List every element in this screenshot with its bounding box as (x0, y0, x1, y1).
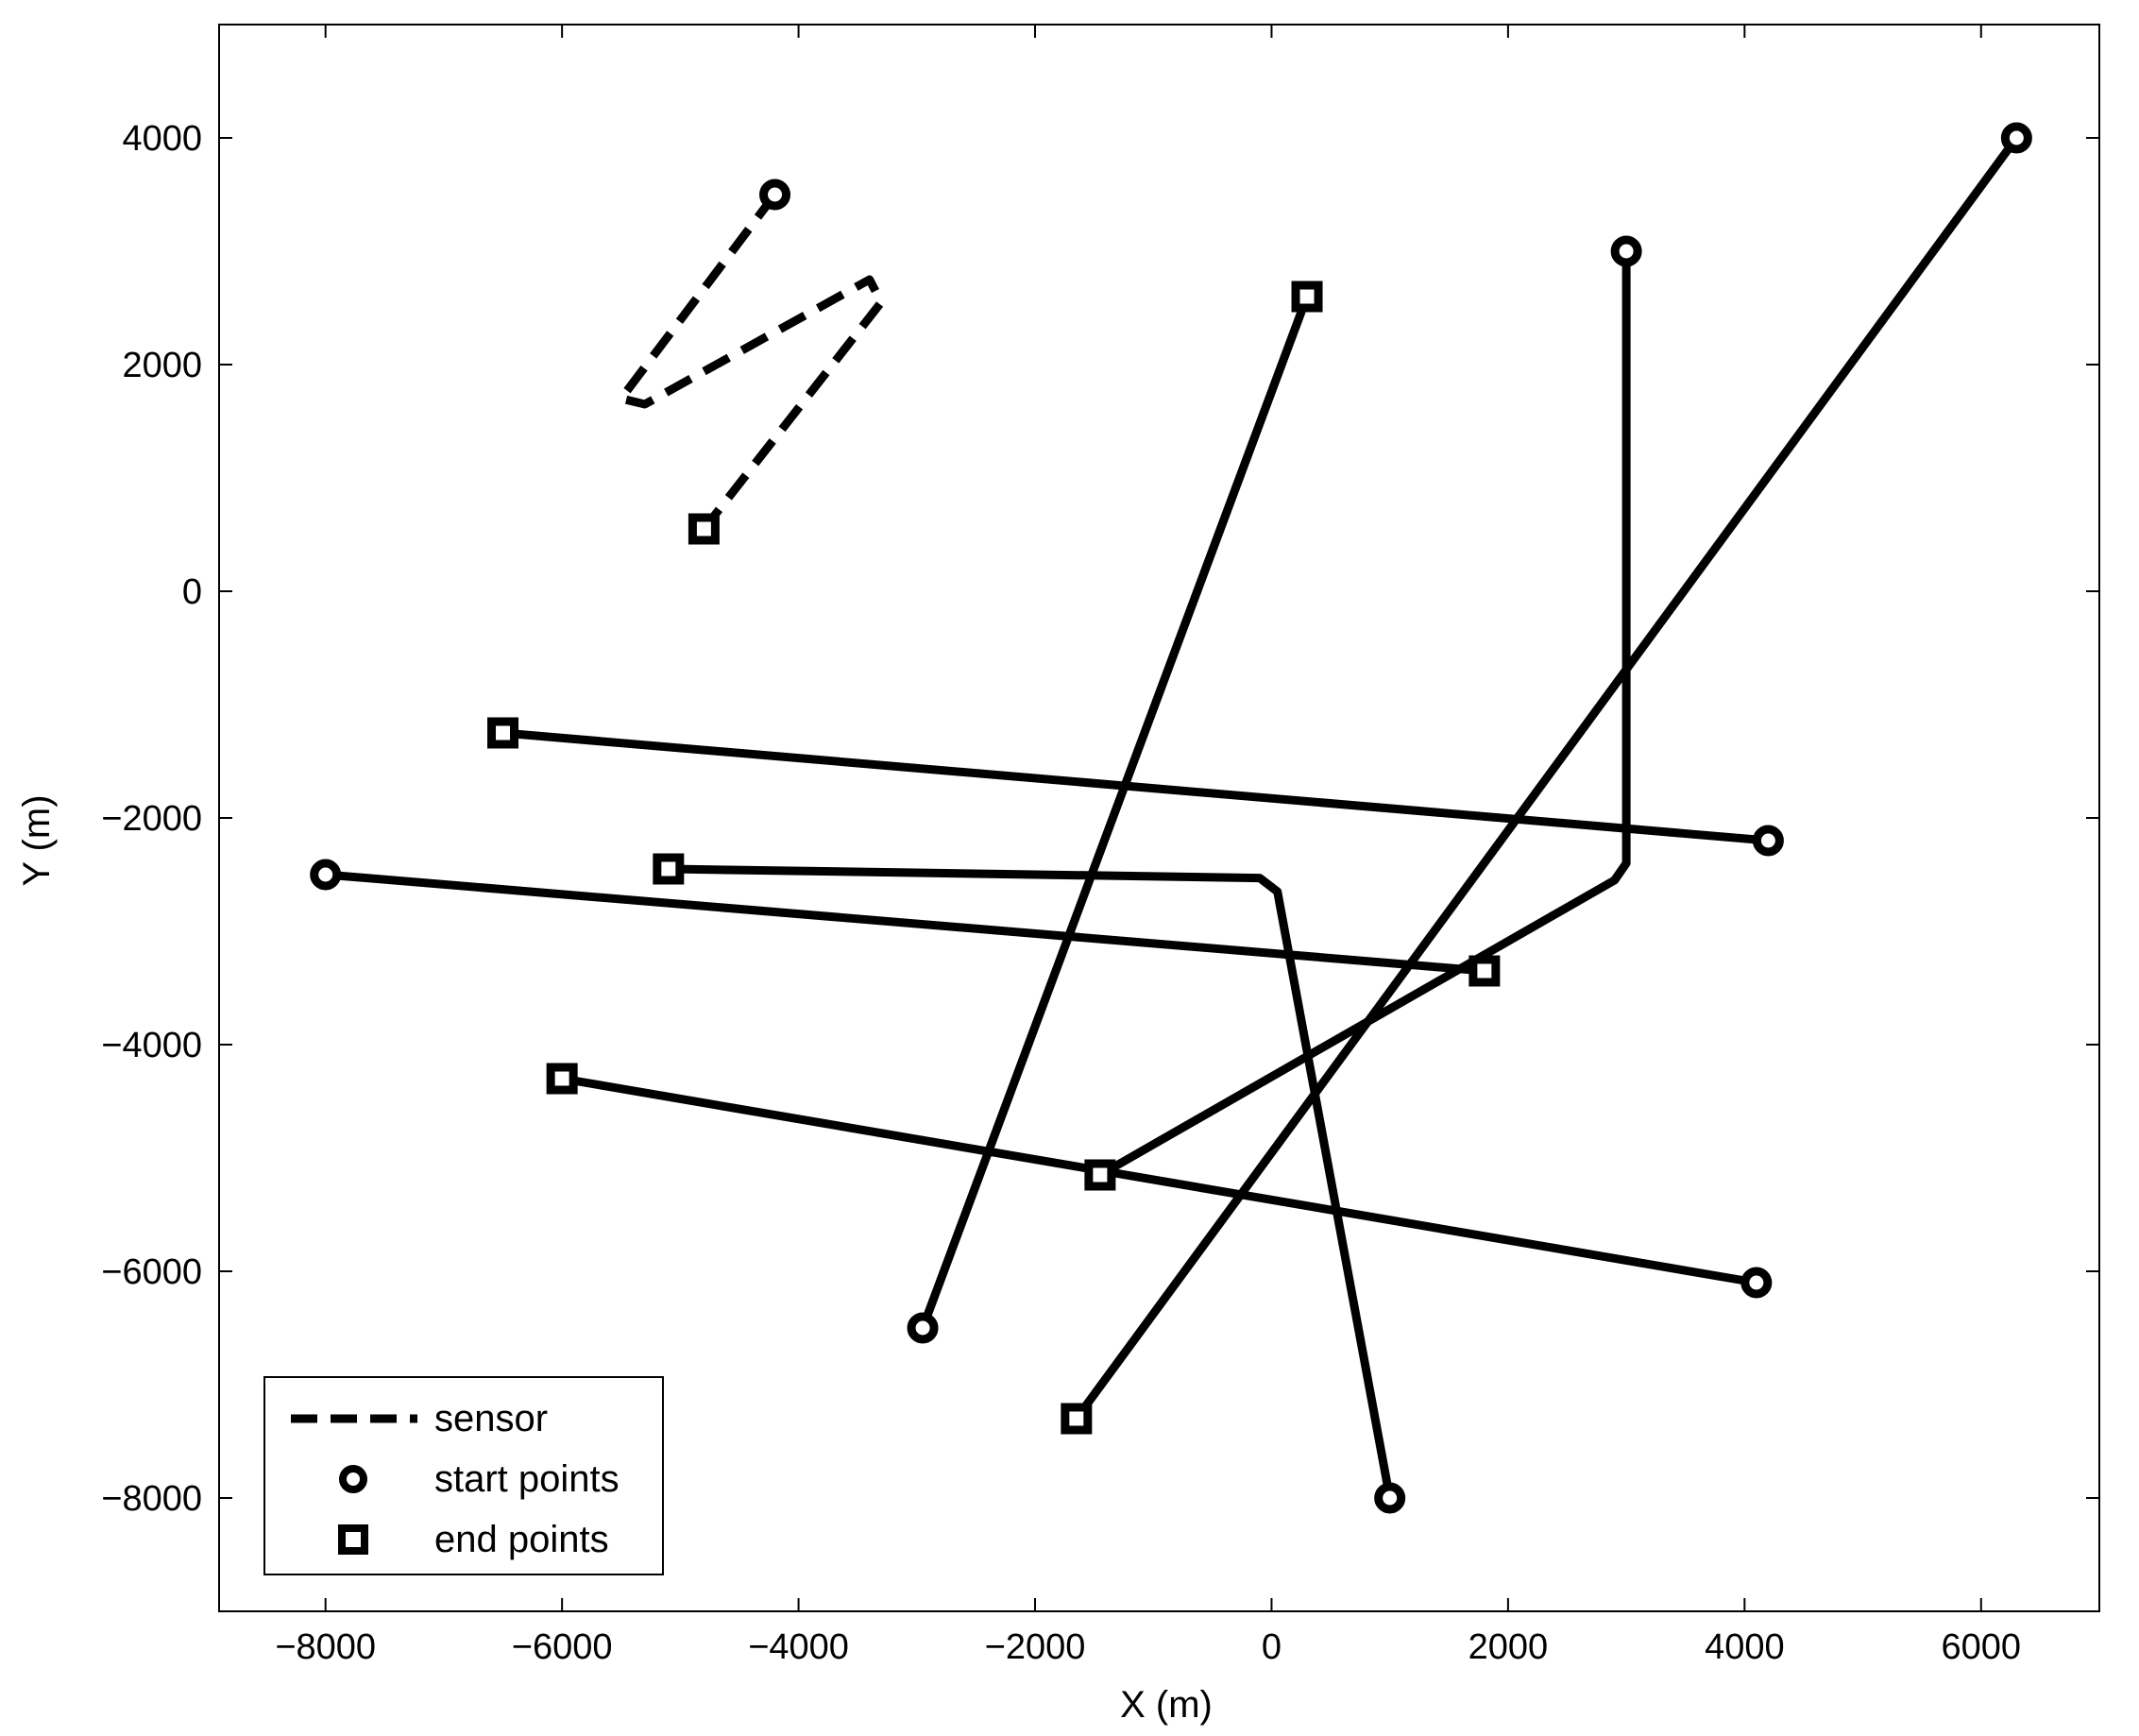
tick-labels: −8000 −6000 −4000 −2000 0 2000 4000 6000 −8000 −6… (101, 119, 2021, 1667)
legend: sensor start points end points (263, 1376, 664, 1575)
legend-end-label: end points (434, 1519, 609, 1560)
x-tick-label: −8000 (275, 1627, 376, 1667)
y-tick-label: 0 (182, 572, 202, 612)
target-trajectory-1 (918, 292, 1312, 1333)
target-6-start-point (1374, 1482, 1406, 1514)
target-trajectory-2 (1095, 247, 1631, 1180)
y-tick-label: −2000 (101, 799, 202, 839)
target-1-end-point (1291, 281, 1323, 313)
targets-layer (321, 133, 2021, 1503)
target-4-end-point (487, 717, 519, 749)
target-trajectory-6 (664, 864, 1395, 1503)
target-5-start-point (310, 859, 342, 891)
sensor-trajectory (617, 192, 886, 532)
legend-end-swatch (338, 1524, 368, 1555)
legend-start-label: start points (434, 1458, 620, 1500)
target-2-start-point (1610, 235, 1642, 267)
x-tick-label: 2000 (1468, 1627, 1549, 1667)
y-tick-label: −8000 (101, 1479, 202, 1519)
x-tick-label: 0 (1262, 1627, 1282, 1667)
axis-ticks (219, 25, 2099, 1611)
target-5-end-point (1468, 955, 1501, 987)
legend-box (263, 1376, 664, 1575)
target-7-end-point (546, 1063, 578, 1095)
sensor-start-point (759, 179, 791, 211)
x-tick-label: −2000 (985, 1627, 1086, 1667)
target-trajectory-7 (557, 1074, 1761, 1287)
x-tick-label: −6000 (512, 1627, 613, 1667)
target-7-start-point (1740, 1267, 1773, 1299)
target-2-end-point (1084, 1159, 1116, 1191)
y-axis-label: Y (m) (16, 794, 58, 886)
target-6-end-point (653, 853, 685, 885)
y-tick-label: −4000 (101, 1026, 202, 1065)
target-1-start-point (907, 1312, 939, 1344)
x-tick-label: −4000 (748, 1627, 849, 1667)
y-tick-label: 4000 (122, 119, 202, 159)
x-tick-label: 6000 (1942, 1627, 2022, 1667)
markers-layer (310, 122, 2032, 1514)
target-3-start-point (2000, 122, 2032, 154)
y-tick-label: 2000 (122, 346, 202, 385)
x-axis-label: X (m) (1120, 1684, 1213, 1726)
target-trajectory-4 (499, 728, 1773, 845)
legend-sensor-label: sensor (434, 1398, 548, 1439)
legend-start-swatch (339, 1465, 367, 1493)
sensor-end-point (688, 513, 720, 545)
target-3-end-point (1061, 1403, 1093, 1435)
x-tick-label: 4000 (1705, 1627, 1785, 1667)
sensor-layer (617, 192, 886, 532)
y-tick-label: −6000 (101, 1252, 202, 1292)
target-4-start-point (1752, 825, 1784, 857)
target-trajectory-3 (1072, 133, 2021, 1423)
